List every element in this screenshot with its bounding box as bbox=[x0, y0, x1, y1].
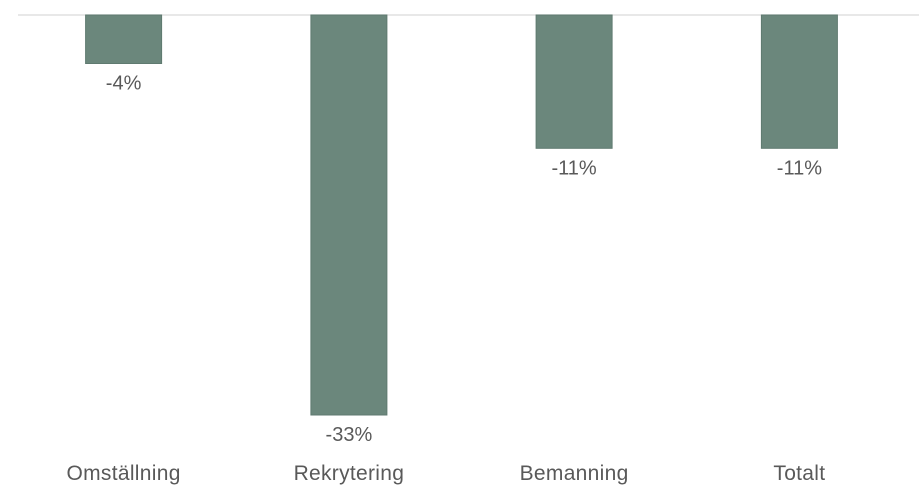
data-label-omställning: -4% bbox=[106, 73, 142, 95]
category-labels-group: Omställning Rekrytering Bemanning Totalt bbox=[67, 462, 826, 485]
data-label-totalt: -11% bbox=[777, 157, 822, 179]
category-label-rekrytering: Rekrytering bbox=[294, 462, 405, 485]
bar-totalt bbox=[760, 14, 838, 149]
bars-group bbox=[85, 14, 838, 416]
data-label-bemanning: -11% bbox=[551, 157, 596, 179]
category-label-totalt: Totalt bbox=[773, 462, 825, 485]
category-label-bemanning: Bemanning bbox=[520, 462, 629, 485]
data-label-rekrytering: -33% bbox=[326, 424, 373, 446]
bar-bemanning bbox=[535, 14, 613, 149]
bar-omställning bbox=[85, 14, 163, 64]
category-label-omställning: Omställning bbox=[67, 462, 181, 485]
bar-rekrytering bbox=[310, 14, 388, 416]
data-labels-group: -4% -33% -11% -11% bbox=[106, 73, 822, 447]
